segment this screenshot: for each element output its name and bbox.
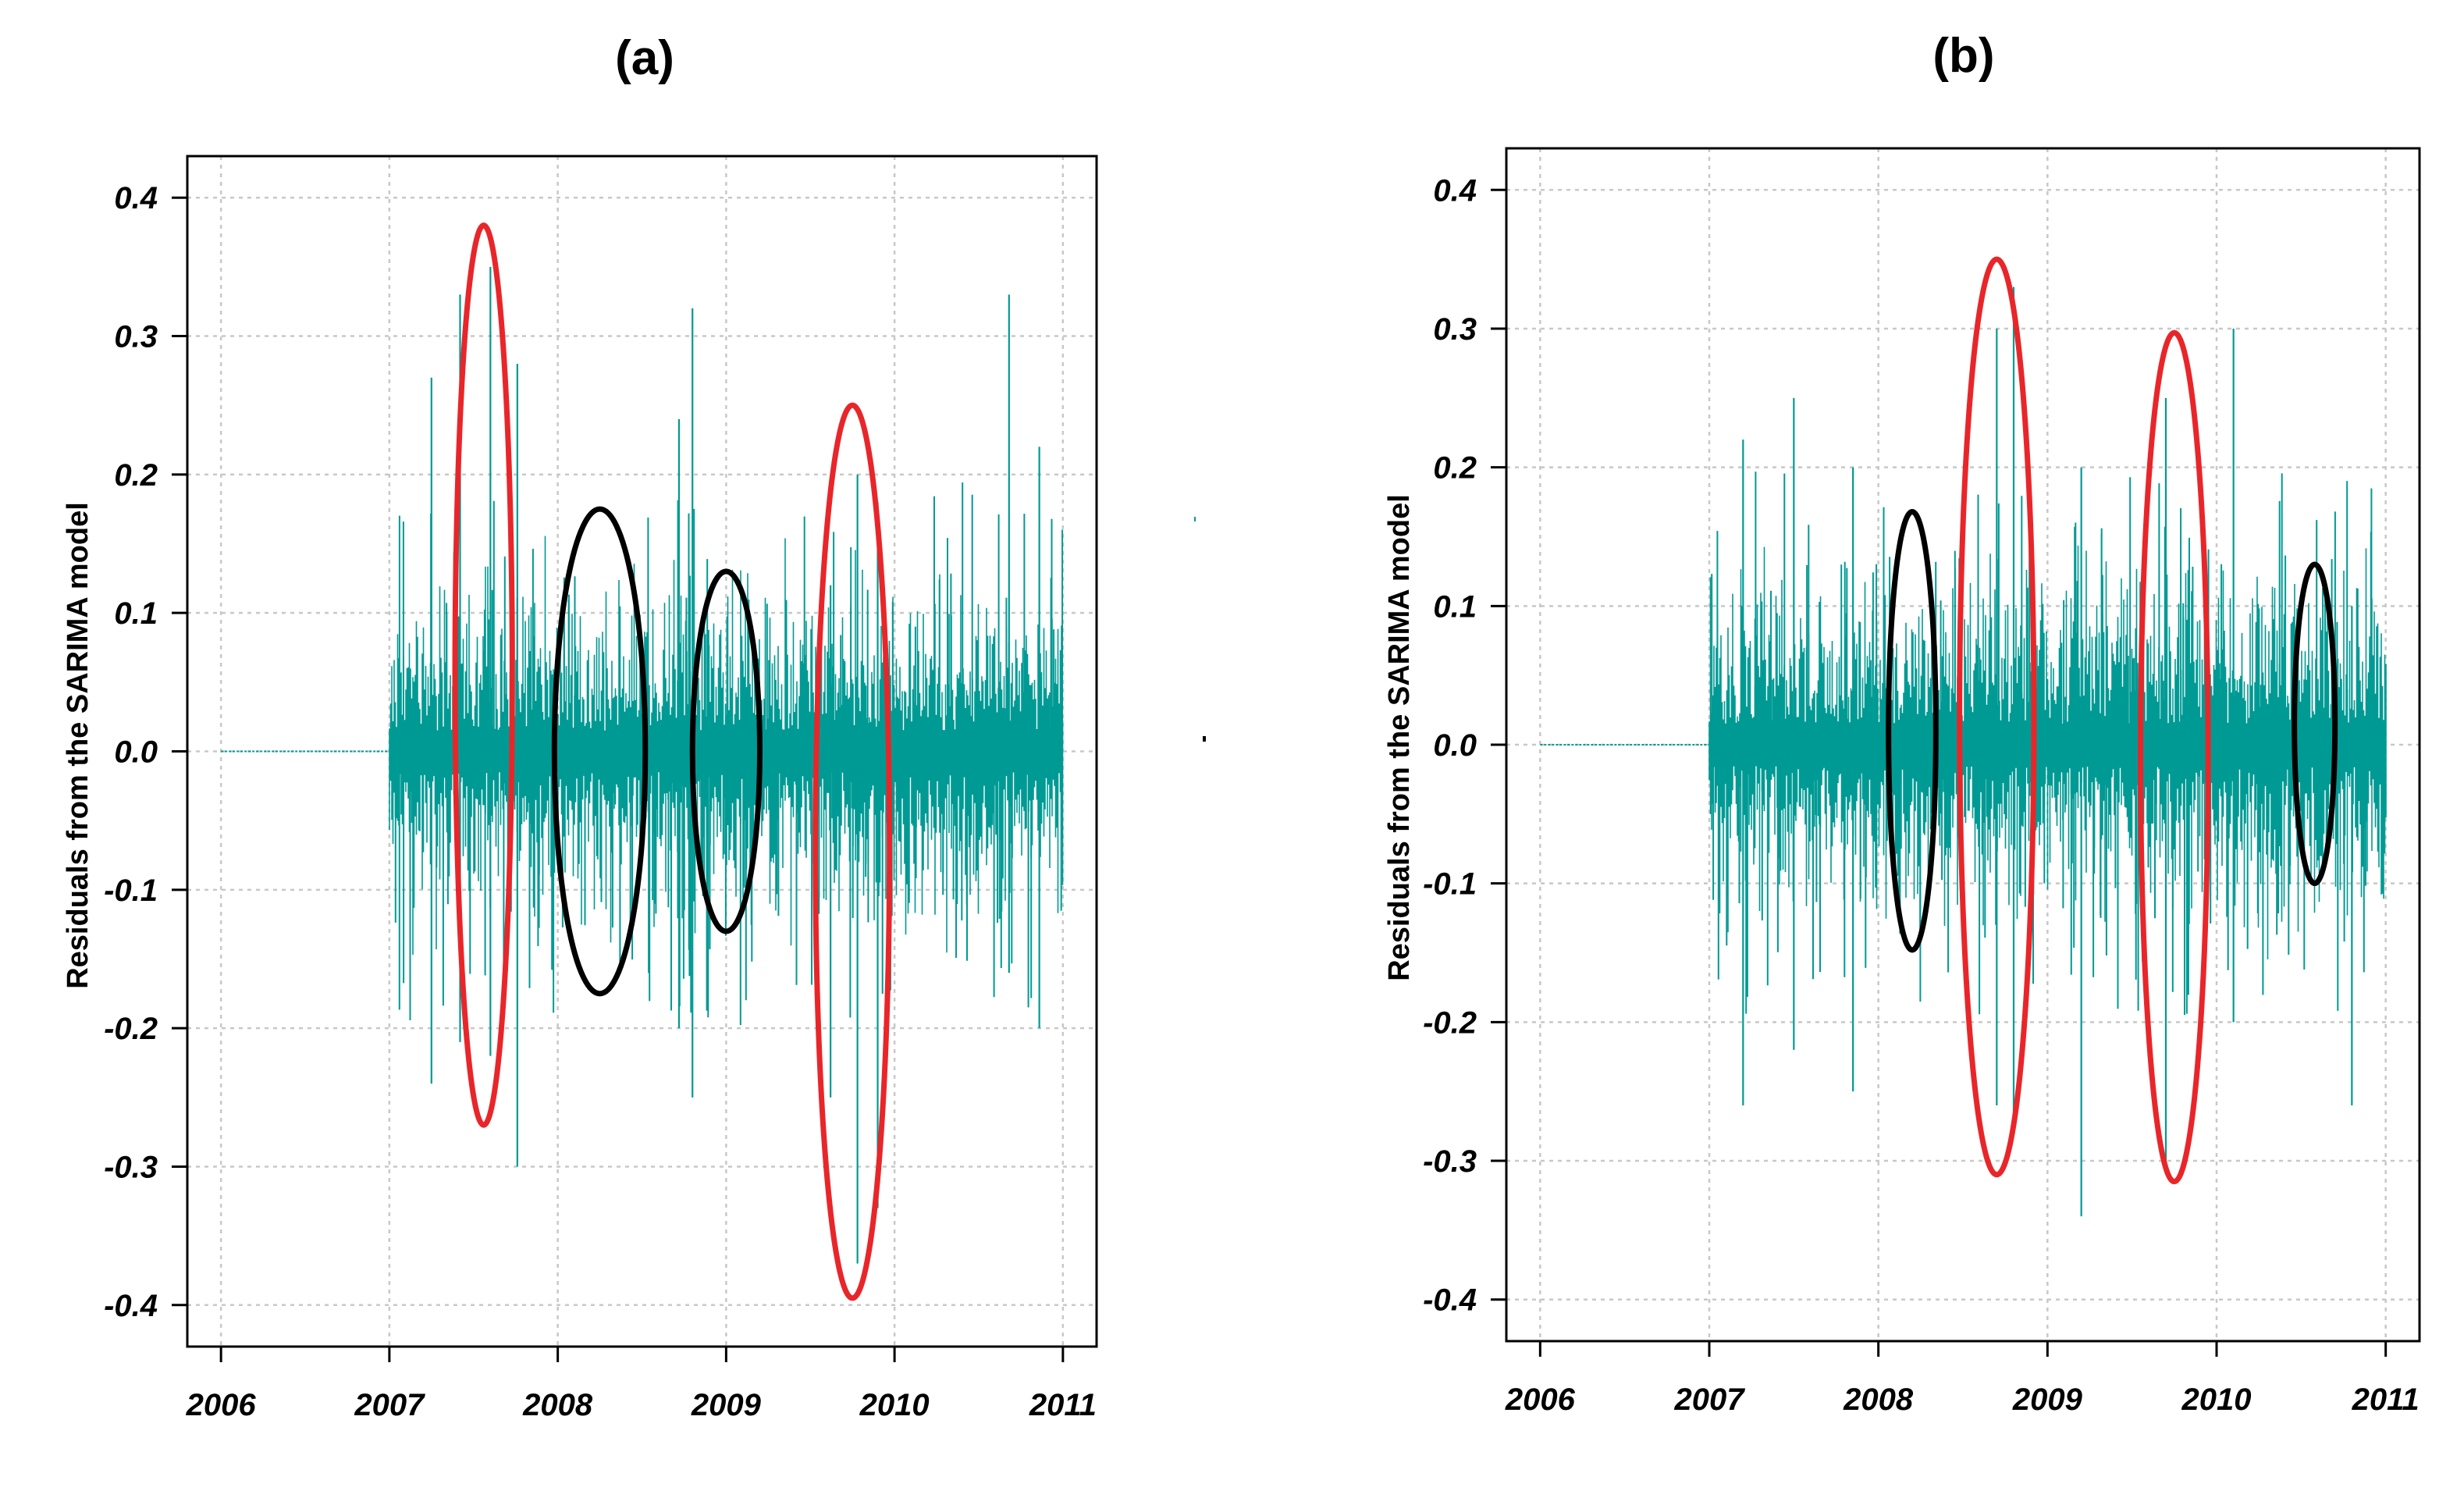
axes: 2006 2007 2008 2009 2010 2011 0.4 0.3 0.2 0.1 0.0 -…: [104, 181, 1097, 1422]
series-residual-bars: [1708, 527, 2387, 959]
x-tick-label: 2006: [186, 1388, 257, 1422]
black-ellipse-annotation: [551, 506, 649, 997]
y-tick-label: -0.3: [1423, 1144, 1477, 1179]
y-tick-label: 0.2: [1433, 451, 1477, 486]
x-tick-label: 2007: [354, 1388, 425, 1422]
chart-panel-b: (b) Residuals from the SARIMA model 2006…: [1383, 29, 2421, 1417]
y-tick-label: -0.4: [104, 1289, 158, 1323]
chart-title: (b): [1932, 29, 1994, 83]
x-tick-label: 2007: [1674, 1382, 1746, 1417]
stray-mark: [1194, 517, 1196, 521]
x-tick-label: 2010: [859, 1388, 930, 1422]
y-tick-label: 0.4: [1433, 173, 1477, 208]
y-tick-label: 0.4: [114, 181, 158, 215]
annotations: [1886, 256, 2338, 1185]
y-axis-label: Residuals from the SARIMA model: [62, 502, 94, 989]
red-ellipse-annotation: [452, 222, 515, 1128]
x-tick-label: 2011: [1029, 1388, 1097, 1422]
stray-dot: [1203, 736, 1206, 742]
y-tick-label: 0.2: [114, 458, 158, 493]
y-tick-label: 0.1: [114, 596, 158, 631]
annotations: [452, 222, 893, 1301]
data-series-residuals: [221, 266, 1064, 1264]
data-series-residuals: [1540, 286, 2387, 1217]
x-tick-label: 2008: [1843, 1382, 1914, 1417]
x-tick-label: 2008: [522, 1388, 593, 1422]
x-tick-label: 2006: [1505, 1382, 1576, 1417]
series-residual-spikes: [394, 482, 1064, 1026]
y-tick-label: 0.0: [1433, 728, 1477, 763]
chart-panel-a: (a) Residuals from the SARIMA model 2006…: [62, 31, 1098, 1422]
black-ellipse-annotation: [1886, 509, 1939, 953]
y-axis-label: Residuals from the SARIMA model: [1383, 494, 1416, 981]
x-tick-label: 2009: [2012, 1382, 2083, 1417]
black-ellipse-annotation: [689, 568, 763, 934]
y-tick-label: -0.4: [1423, 1283, 1477, 1318]
y-tick-label: 0.1: [1433, 589, 1477, 624]
y-tick-label: 0.0: [114, 735, 158, 770]
chart-title: (a): [615, 31, 674, 85]
y-tick-label: 0.3: [114, 320, 158, 354]
x-tick-label: 2009: [691, 1388, 762, 1422]
black-ellipse-annotation: [2292, 561, 2338, 887]
y-tick-label: -0.1: [104, 874, 158, 908]
x-tick-label: 2011: [2352, 1382, 2420, 1417]
red-ellipse-annotation: [1957, 256, 2037, 1178]
y-tick-label: -0.3: [104, 1150, 158, 1184]
red-ellipse-annotation: [2138, 329, 2211, 1185]
y-tick-label: -0.2: [104, 1012, 158, 1046]
y-tick-label: -0.2: [1423, 1005, 1477, 1040]
y-tick-label: 0.3: [1433, 312, 1477, 347]
x-tick-label: 2010: [2181, 1382, 2252, 1417]
red-ellipse-annotation: [812, 402, 893, 1301]
axes: 2006 2007 2008 2009 2010 2011 0.4 0.3 0.2 0.1 0.0 -…: [1423, 173, 2420, 1417]
y-tick-label: -0.1: [1423, 867, 1477, 902]
